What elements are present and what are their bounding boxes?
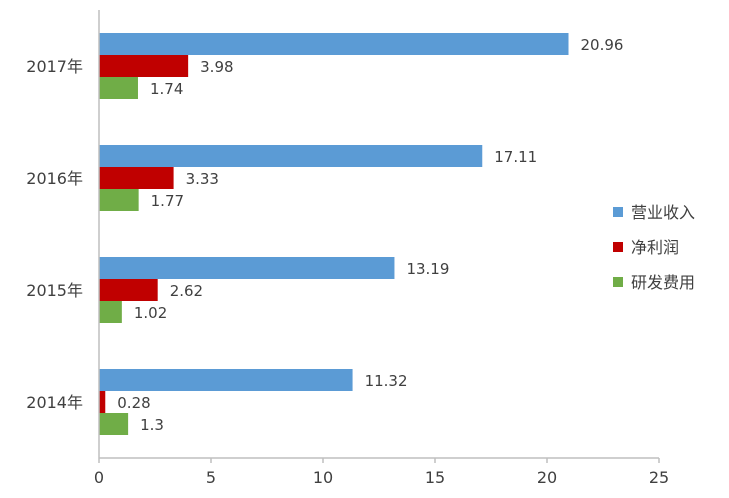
legend-swatch-营业收入 bbox=[613, 207, 623, 217]
data-label-研发费用-2017年: 1.74 bbox=[150, 80, 183, 98]
bar-研发费用-2017年 bbox=[99, 77, 138, 99]
bar-营业收入-2014年 bbox=[99, 369, 353, 391]
x-tick-label-5: 5 bbox=[206, 468, 216, 487]
bar-营业收入-2017年 bbox=[99, 33, 569, 55]
legend-swatch-净利润 bbox=[613, 242, 623, 252]
data-label-净利润-2015年: 2.62 bbox=[170, 282, 203, 300]
legend-label-营业收入: 营业收入 bbox=[631, 203, 695, 222]
x-tick-label-15: 15 bbox=[425, 468, 445, 487]
category-label-2016年: 2016年 bbox=[26, 169, 83, 188]
category-label-2015年: 2015年 bbox=[26, 281, 83, 300]
bar-净利润-2016年 bbox=[99, 167, 174, 189]
data-label-营业收入-2014年: 11.32 bbox=[365, 372, 408, 390]
x-tick-label-0: 0 bbox=[94, 468, 104, 487]
legend-swatch-研发费用 bbox=[613, 277, 623, 287]
bar-研发费用-2016年 bbox=[99, 189, 139, 211]
data-label-研发费用-2015年: 1.02 bbox=[134, 304, 167, 322]
x-tick-label-10: 10 bbox=[313, 468, 333, 487]
x-tick-label-25: 25 bbox=[649, 468, 669, 487]
x-tick-label-20: 20 bbox=[537, 468, 557, 487]
bar-营业收入-2016年 bbox=[99, 145, 483, 167]
legend-label-研发费用: 研发费用 bbox=[631, 273, 695, 292]
data-label-营业收入-2017年: 20.96 bbox=[581, 36, 624, 54]
category-label-2017年: 2017年 bbox=[26, 57, 83, 76]
bar-净利润-2014年 bbox=[99, 391, 106, 413]
legend-label-净利润: 净利润 bbox=[631, 238, 679, 257]
data-label-研发费用-2014年: 1.3 bbox=[140, 416, 164, 434]
data-label-研发费用-2016年: 1.77 bbox=[151, 192, 184, 210]
bar-净利润-2017年 bbox=[99, 55, 189, 77]
axes-layer: 2014年 2015年 2016年 2017年 0 5 10 15 20 25 bbox=[26, 10, 669, 487]
data-label-营业收入-2015年: 13.19 bbox=[406, 260, 449, 278]
category-label-2014年: 2014年 bbox=[26, 393, 83, 412]
bar-净利润-2015年 bbox=[99, 279, 158, 301]
data-label-净利润-2017年: 3.98 bbox=[200, 58, 233, 76]
bar-研发费用-2015年 bbox=[99, 301, 122, 323]
data-labels-layer: 11.32 0.28 1.3 13.19 2.621.02 17.11 3.331.77 20… bbox=[117, 36, 623, 434]
data-label-净利润-2016年: 3.33 bbox=[186, 170, 219, 188]
bar-营业收入-2015年 bbox=[99, 257, 395, 279]
bars-layer bbox=[99, 33, 569, 435]
bar-研发费用-2014年 bbox=[99, 413, 129, 435]
data-label-净利润-2014年: 0.28 bbox=[117, 394, 150, 412]
data-label-营业收入-2016年: 17.11 bbox=[494, 148, 537, 166]
